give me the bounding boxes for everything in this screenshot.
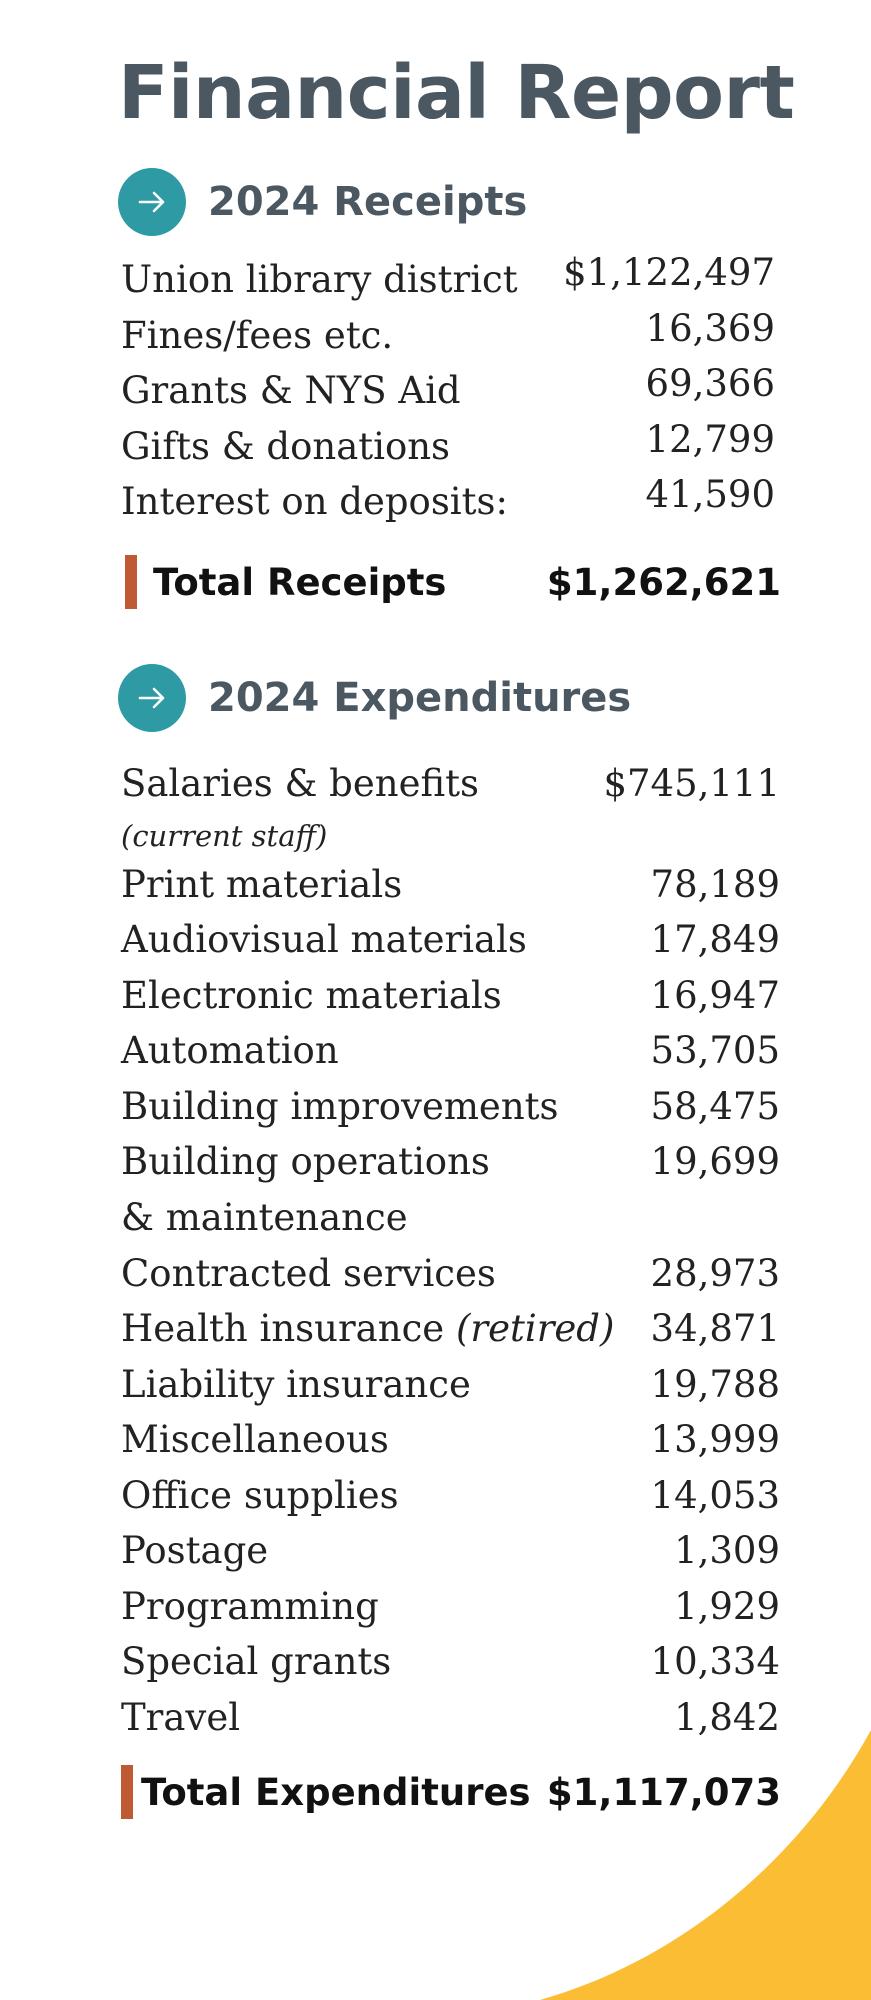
expenditure-label-wrap: Health insurance (retired) — [121, 1301, 614, 1357]
expenditure-note: (retired) — [455, 1307, 615, 1350]
receipt-label: Fines/fees etc. — [121, 314, 394, 357]
expenditure-row: Print materials 78,189 — [121, 857, 780, 913]
receipt-value: 41,590 — [645, 473, 775, 516]
expenditure-label: Contracted services — [121, 1252, 496, 1295]
receipt-row: Interest on deposits: 41,590 — [121, 473, 775, 530]
total-receipts-value: $1,262,621 — [546, 560, 781, 604]
expenditure-value: 53,705 — [650, 1029, 780, 1072]
receipt-label: Union library district — [121, 258, 518, 301]
expenditure-value: 17,849 — [650, 918, 780, 961]
expenditure-label: Health insurance — [121, 1307, 445, 1350]
expenditure-row: Postage 1,309 — [121, 1523, 780, 1579]
expenditure-value: 1,842 — [674, 1696, 780, 1739]
expenditure-row: Contracted services 28,973 — [121, 1246, 780, 1302]
total-expenditures-value: $1,117,073 — [546, 1770, 781, 1814]
expenditure-row: Electronic materials 16,947 — [121, 968, 780, 1024]
expenditure-row: Audiovisual materials 17,849 — [121, 912, 780, 968]
expenditure-note: (current staff) — [121, 819, 328, 853]
expenditure-row: Building improvements 58,475 — [121, 1079, 780, 1135]
expenditure-value: 13,999 — [650, 1418, 780, 1461]
expenditure-label: Building operations & maintenance — [121, 1140, 490, 1239]
expenditure-row: Travel 1,842 — [121, 1690, 780, 1746]
receipt-label: Interest on deposits: — [121, 480, 508, 523]
expenditure-label: Programming — [121, 1585, 379, 1628]
expenditure-label: Liability insurance — [121, 1363, 471, 1406]
arrow-right-icon — [118, 664, 186, 732]
receipts-title: 2024 Receipts — [208, 179, 528, 225]
expenditure-label: Automation — [121, 1029, 339, 1072]
expenditure-label: Building improvements — [121, 1085, 559, 1128]
expenditure-value: 10,334 — [650, 1640, 780, 1683]
expenditure-row: Automation 53,705 — [121, 1023, 780, 1079]
expenditure-label: Office supplies — [121, 1474, 399, 1517]
expenditure-label: Postage — [121, 1529, 269, 1572]
expenditure-label: Salaries & benefits — [121, 762, 480, 805]
page-title: Financial Report — [118, 50, 795, 136]
expenditure-label: Audiovisual materials — [121, 918, 527, 961]
receipt-value: 12,799 — [645, 418, 775, 461]
expenditures-title: 2024 Expenditures — [208, 675, 632, 721]
total-receipts-row: Total Receipts $1,262,621 — [125, 554, 781, 610]
expenditure-value: 34,871 — [650, 1307, 780, 1350]
expenditure-label: Print materials — [121, 863, 403, 906]
expenditure-value: 14,053 — [650, 1474, 780, 1517]
receipt-row: Fines/fees etc. 16,369 — [121, 307, 775, 364]
expenditure-value: 1,309 — [674, 1529, 780, 1572]
total-receipts-label: Total Receipts — [153, 560, 447, 604]
expenditure-row: Liability insurance 19,788 — [121, 1357, 780, 1413]
decorative-corner-shape — [540, 1730, 871, 2000]
expenditure-row: Building operations & maintenance 19,699 — [121, 1134, 780, 1246]
expenditure-value: 19,699 — [650, 1140, 780, 1183]
expenditure-label: Travel — [121, 1696, 241, 1739]
expenditure-value: 78,189 — [650, 863, 780, 906]
total-expenditures-row: Total Expenditures $1,117,073 — [121, 1764, 781, 1820]
expenditure-label: Special grants — [121, 1640, 392, 1683]
expenditure-value: 58,475 — [650, 1085, 780, 1128]
arrow-right-icon — [118, 168, 186, 236]
total-expenditures-label: Total Expenditures — [141, 1770, 531, 1814]
receipts-heading: 2024 Receipts — [118, 168, 527, 236]
expenditure-value: 19,788 — [650, 1363, 780, 1406]
receipt-row: Grants & NYS Aid 69,366 — [121, 362, 775, 419]
expenditure-row: Office supplies 14,053 — [121, 1468, 780, 1524]
expenditure-value: $745,111 — [603, 762, 780, 805]
expenditures-heading: 2024 Expenditures — [118, 664, 631, 732]
expenditure-row: Special grants 10,334 — [121, 1634, 780, 1690]
receipt-value: 16,369 — [645, 307, 775, 350]
receipt-value: 69,366 — [645, 362, 775, 405]
expenditure-label: Miscellaneous — [121, 1418, 389, 1461]
expenditure-row: Programming 1,929 — [121, 1579, 780, 1635]
receipt-label: Grants & NYS Aid — [121, 369, 461, 412]
receipt-row: Gifts & donations 12,799 — [121, 418, 775, 475]
expenditure-value: 28,973 — [650, 1252, 780, 1295]
expenditure-row: Health insurance (retired) 34,871 — [121, 1301, 780, 1357]
receipt-value: $1,122,497 — [563, 251, 775, 294]
expenditure-value: 16,947 — [650, 974, 780, 1017]
expenditure-row: Miscellaneous 13,999 — [121, 1412, 780, 1468]
expenditure-label: Electronic materials — [121, 974, 502, 1017]
accent-bar — [121, 1765, 133, 1819]
expenditure-value: 1,929 — [674, 1585, 780, 1628]
expenditure-row: Salaries & benefits $745,111 — [121, 756, 780, 812]
receipt-row: Union library district $1,122,497 — [121, 251, 775, 308]
receipt-label: Gifts & donations — [121, 425, 451, 468]
accent-bar — [125, 555, 137, 609]
